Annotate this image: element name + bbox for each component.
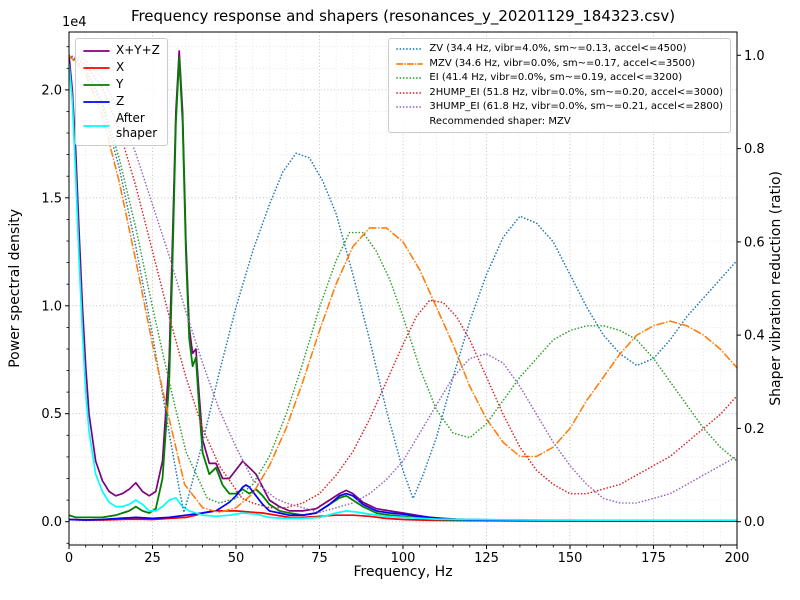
legend-line-sample <box>396 62 424 65</box>
legend-label: Y <box>116 77 124 91</box>
legend-note-text: Recommended shaper: MZV <box>429 115 571 127</box>
x-tick-label: 75 <box>311 551 328 566</box>
series-x+y+z <box>69 50 737 522</box>
legend-line-sample <box>83 125 110 127</box>
legend-label: MZV (34.6 Hz, vibr=0.0%, sm~=0.17, accel… <box>429 57 696 69</box>
legend-label: 3HUMP_EI (61.8 Hz, vibr=0.0%, sm~=0.21, … <box>429 101 723 112</box>
right-y-axis-label-text: Shaper vibration reduction (ratio) <box>768 171 784 406</box>
right-y-tick-label: 0.4 <box>744 329 765 344</box>
left-y-axis-label: Power spectral density <box>5 32 25 545</box>
legend-label: X+Y+Z <box>116 43 160 57</box>
legend-line-sample <box>396 106 424 109</box>
legend-line-sample <box>83 49 110 52</box>
legend-label: 2HUMP_EI (51.8 Hz, vibr=0.0%, sm~=0.20, … <box>429 86 723 98</box>
legend-shapers: ZV (34.4 Hz, vibr=4.0%, sm~=0.13, accel<… <box>388 38 731 133</box>
legend-item: 2HUMP_EI (51.8 Hz, vibr=0.0%, sm~=0.20, … <box>396 87 723 100</box>
legend-item: Y <box>83 77 160 92</box>
series-after-shaper <box>69 63 737 522</box>
series-2hump_ei <box>69 54 737 509</box>
x-tick-label: 100 <box>391 551 416 566</box>
x-tick-label: 175 <box>641 551 666 566</box>
legend-item: Z <box>83 94 160 109</box>
left-y-tick-label: 0.5 <box>41 407 62 422</box>
x-tick-label: 150 <box>558 551 583 566</box>
series-group <box>69 50 737 522</box>
legend-line-sample <box>83 83 110 86</box>
x-tick-label: 0 <box>65 551 73 566</box>
left-y-axis-label-text: Power spectral density <box>7 209 23 368</box>
legend-item: X <box>83 60 160 75</box>
right-y-tick-label: 0.8 <box>744 142 765 157</box>
legend-item: MZV (34.6 Hz, vibr=0.0%, sm~=0.17, accel… <box>396 58 723 71</box>
legend-label: Z <box>116 94 125 108</box>
series-3hump_ei <box>69 54 737 514</box>
legend-label: X <box>116 60 125 74</box>
chart-title: Frequency response and shapers (resonanc… <box>130 7 676 25</box>
series-ei <box>69 54 737 504</box>
x-tick-label: 25 <box>144 551 161 566</box>
legend-item: 3HUMP_EI (61.8 Hz, vibr=0.0%, sm~=0.21, … <box>396 101 723 114</box>
legend-line-sample <box>396 91 424 94</box>
legend-item: After shaper <box>83 111 160 141</box>
right-y-tick-label: 1.0 <box>744 49 765 64</box>
legend-note: Recommended shaper: MZV <box>396 116 723 129</box>
left-y-tick-label: 2.0 <box>41 83 62 98</box>
left-y-tick-label: 1.0 <box>41 299 62 314</box>
right-y-axis-label: Shaper vibration reduction (ratio) <box>766 32 786 545</box>
legend-label: EI (41.4 Hz, vibr=0.0%, sm~=0.19, accel<… <box>429 72 683 83</box>
legend-line-sample <box>83 66 110 69</box>
right-y-tick-label: 0.6 <box>744 235 765 250</box>
y-axis-offset-label: 1e4 <box>62 15 87 30</box>
legend-line-sample <box>83 100 110 103</box>
series-y <box>69 56 737 522</box>
legend-line-sample <box>396 48 424 51</box>
left-y-tick-label: 0.0 <box>41 515 62 530</box>
x-tick-label: 50 <box>228 551 245 566</box>
legend-item: ZV (34.4 Hz, vibr=4.0%, sm~=0.13, accel<… <box>396 43 723 56</box>
legend-label: ZV (34.4 Hz, vibr=4.0%, sm~=0.13, accel<… <box>429 43 687 54</box>
series-mzv <box>69 54 737 514</box>
legend-label: After shaper <box>116 111 158 140</box>
right-y-tick-label: 0.2 <box>744 422 765 437</box>
legend-psd: X+Y+Z X Y Z After shaper <box>75 38 168 146</box>
legend-item: X+Y+Z <box>83 43 160 58</box>
legend-item: EI (41.4 Hz, vibr=0.0%, sm~=0.19, accel<… <box>396 72 723 85</box>
left-y-tick-label: 1.5 <box>41 191 62 206</box>
x-axis-label: Frequency, Hz <box>353 564 453 580</box>
legend-line-sample <box>396 77 424 80</box>
x-tick-label: 125 <box>474 551 499 566</box>
x-tick-label: 200 <box>725 551 750 566</box>
right-y-tick-label: 0.0 <box>744 515 765 530</box>
